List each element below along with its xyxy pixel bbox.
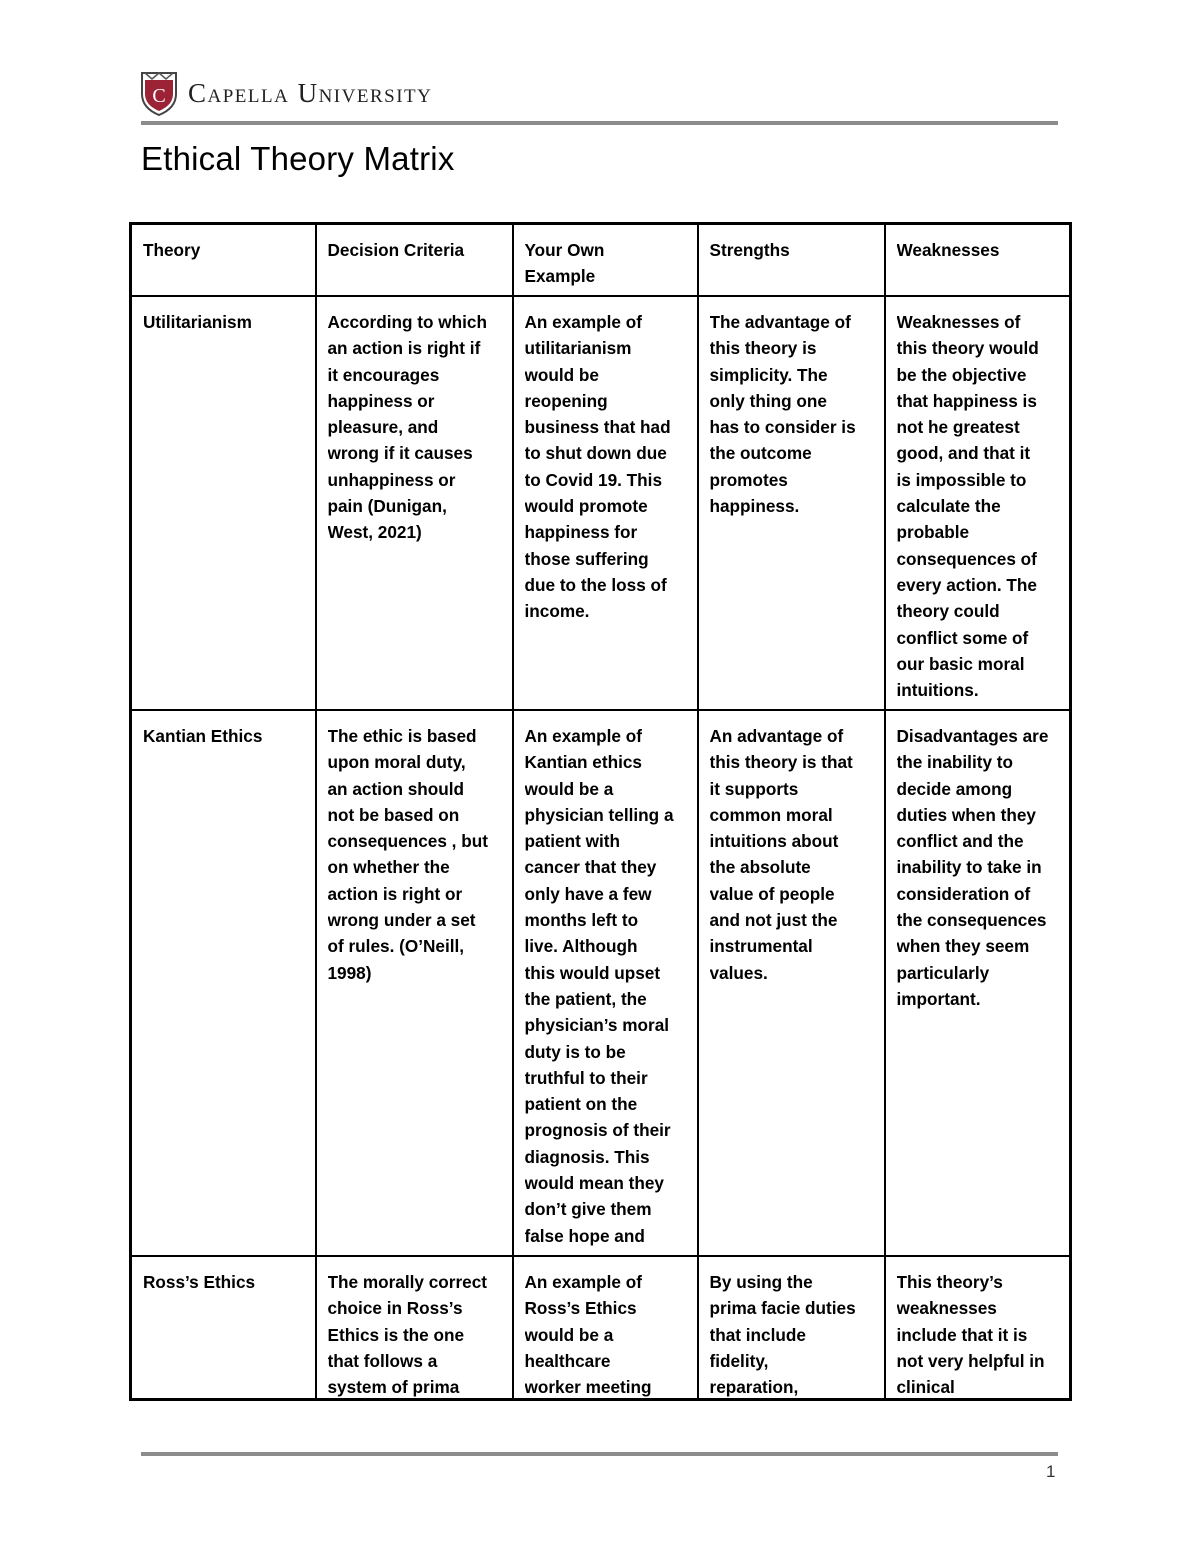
table-cell: Ross’s Ethics (129, 1255, 317, 1401)
table-row: Utilitarianism According to which an act… (129, 295, 1072, 711)
table-cell: An advantage of this theory is that it s… (696, 709, 886, 1257)
footer-divider (141, 1452, 1058, 1456)
table-header-row: Theory Decision Criteria Your Own Exampl… (129, 222, 1072, 297)
table-cell: An example of utilitarianism would be re… (511, 295, 699, 711)
header-cell: Decision Criteria (314, 222, 514, 297)
table-cell: Disadvantages are the inability to decid… (883, 709, 1072, 1257)
table-cell: The advantage of this theory is simplici… (696, 295, 886, 711)
brand-name: Capella University (188, 77, 433, 108)
header-divider (141, 121, 1058, 125)
table-row: Ross’s Ethics The morally correct choice… (129, 1255, 1072, 1401)
shield-logo-icon: C (141, 72, 177, 116)
table-cell: The ethic is based upon moral duty, an a… (314, 709, 514, 1257)
ethical-theory-matrix-table: Theory Decision Criteria Your Own Exampl… (129, 222, 1072, 1401)
header-cell: Your Own Example (511, 222, 699, 297)
table-row: Kantian Ethics The ethic is based upon m… (129, 709, 1072, 1257)
table-cell: The morally correct choice in Ross’s Eth… (314, 1255, 514, 1401)
table-cell: By using the prima facie duties that inc… (696, 1255, 886, 1401)
table-cell: Utilitarianism (129, 295, 317, 711)
table-cell: Weaknesses of this theory would be the o… (883, 295, 1072, 711)
table-cell: Kantian Ethics (129, 709, 317, 1257)
header-cell: Weaknesses (883, 222, 1072, 297)
header-cell: Theory (129, 222, 317, 297)
table-cell: An example of Ross’s Ethics would be a h… (511, 1255, 699, 1401)
table-cell: An example of Kantian ethics would be a … (511, 709, 699, 1257)
table-cell: According to which an action is right if… (314, 295, 514, 711)
header-cell: Strengths (696, 222, 886, 297)
page-title: Ethical Theory Matrix (141, 140, 455, 177)
table-cell: This theory’s weaknesses include that it… (883, 1255, 1072, 1401)
page-number: 1 (1046, 1462, 1056, 1481)
capella-logo: C Capella University (140, 70, 432, 116)
svg-text:C: C (152, 85, 165, 107)
